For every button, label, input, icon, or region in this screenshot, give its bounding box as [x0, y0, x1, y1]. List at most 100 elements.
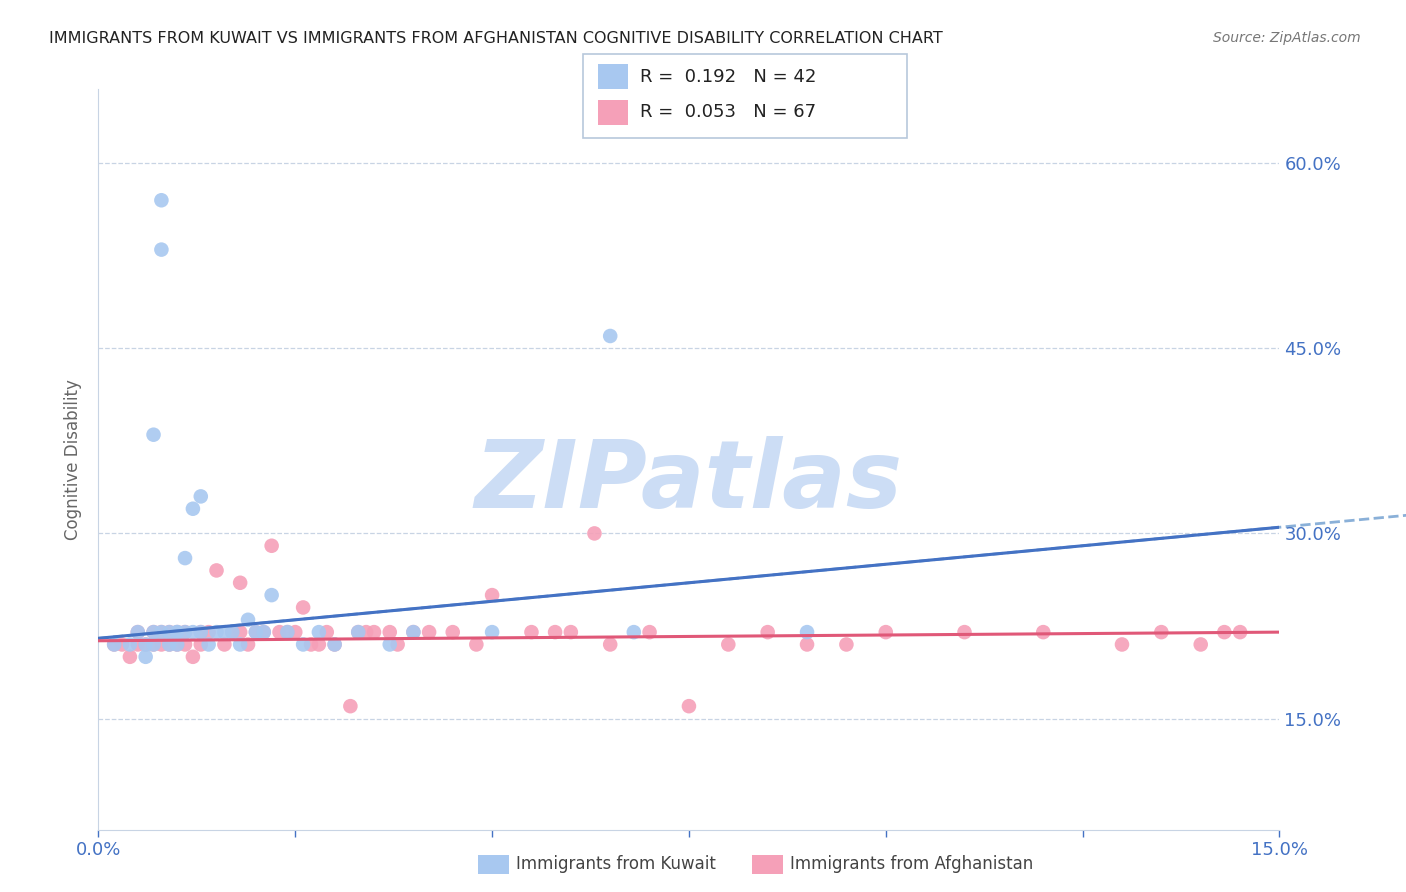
Point: [157, 638, 180, 652]
Point: [560, 625, 582, 640]
Point: [197, 638, 219, 652]
Point: [118, 649, 141, 664]
Point: [402, 625, 425, 640]
Point: [236, 613, 259, 627]
Text: Immigrants from Kuwait: Immigrants from Kuwait: [516, 855, 716, 873]
Y-axis label: Cognitive Disability: Cognitive Disability: [65, 379, 83, 540]
Point: [142, 638, 165, 652]
Point: [221, 625, 243, 640]
Point: [1150, 625, 1173, 640]
Point: [229, 638, 252, 652]
Point: [150, 625, 173, 640]
Point: [835, 638, 858, 652]
Point: [127, 625, 149, 640]
Point: [205, 625, 228, 640]
Point: [260, 588, 283, 602]
Point: [181, 625, 204, 640]
Point: [323, 638, 346, 652]
Point: [245, 625, 267, 640]
Point: [174, 638, 197, 652]
Point: [796, 625, 818, 640]
Point: [284, 625, 307, 640]
Point: [142, 638, 165, 652]
Point: [253, 625, 276, 640]
Point: [441, 625, 464, 640]
Point: [953, 625, 976, 640]
Point: [190, 489, 212, 503]
Point: [875, 625, 897, 640]
Point: [292, 638, 315, 652]
Point: [796, 638, 818, 652]
Point: [181, 501, 204, 516]
Point: [1229, 625, 1251, 640]
Point: [315, 625, 337, 640]
Point: [1189, 638, 1212, 652]
Point: [127, 625, 149, 640]
Point: [339, 699, 361, 714]
Point: [229, 625, 252, 640]
Point: [150, 194, 173, 208]
Point: [1111, 638, 1133, 652]
Point: [150, 638, 173, 652]
Point: [245, 625, 267, 640]
Point: [1213, 625, 1236, 640]
Text: Source: ZipAtlas.com: Source: ZipAtlas.com: [1213, 31, 1361, 45]
Point: [111, 638, 134, 652]
Text: Immigrants from Afghanistan: Immigrants from Afghanistan: [790, 855, 1033, 873]
Point: [197, 625, 219, 640]
Point: [214, 625, 236, 640]
Point: [465, 638, 488, 652]
Point: [347, 625, 370, 640]
Point: [166, 625, 188, 640]
Point: [276, 625, 298, 640]
Point: [323, 638, 346, 652]
Point: [308, 625, 330, 640]
Point: [756, 625, 779, 640]
Text: IMMIGRANTS FROM KUWAIT VS IMMIGRANTS FROM AFGHANISTAN COGNITIVE DISABILITY CORRE: IMMIGRANTS FROM KUWAIT VS IMMIGRANTS FRO…: [49, 31, 943, 46]
Point: [236, 638, 259, 652]
Point: [599, 638, 621, 652]
Point: [347, 625, 370, 640]
Point: [599, 329, 621, 343]
Point: [142, 427, 165, 442]
Point: [103, 638, 125, 652]
Point: [260, 539, 283, 553]
Point: [150, 243, 173, 257]
Point: [481, 625, 503, 640]
Point: [253, 625, 276, 640]
Point: [103, 638, 125, 652]
Point: [363, 625, 385, 640]
Point: [638, 625, 661, 640]
Point: [378, 625, 401, 640]
Point: [135, 649, 157, 664]
Point: [190, 638, 212, 652]
Point: [276, 625, 298, 640]
Point: [157, 625, 180, 640]
Point: [190, 625, 212, 640]
Point: [214, 638, 236, 652]
Point: [174, 625, 197, 640]
Point: [623, 625, 645, 640]
Point: [481, 588, 503, 602]
Point: [221, 625, 243, 640]
Point: [127, 638, 149, 652]
Point: [135, 638, 157, 652]
Point: [166, 638, 188, 652]
Point: [118, 638, 141, 652]
Point: [418, 625, 440, 640]
Point: [157, 625, 180, 640]
Point: [354, 625, 377, 640]
Point: [292, 600, 315, 615]
Point: [135, 638, 157, 652]
Text: R =  0.053   N = 67: R = 0.053 N = 67: [640, 103, 815, 121]
Point: [544, 625, 567, 640]
Point: [166, 638, 188, 652]
Point: [387, 638, 409, 652]
Point: [174, 551, 197, 566]
Point: [717, 638, 740, 652]
Point: [166, 625, 188, 640]
Point: [520, 625, 543, 640]
Point: [166, 625, 188, 640]
Point: [157, 638, 180, 652]
Point: [205, 564, 228, 578]
